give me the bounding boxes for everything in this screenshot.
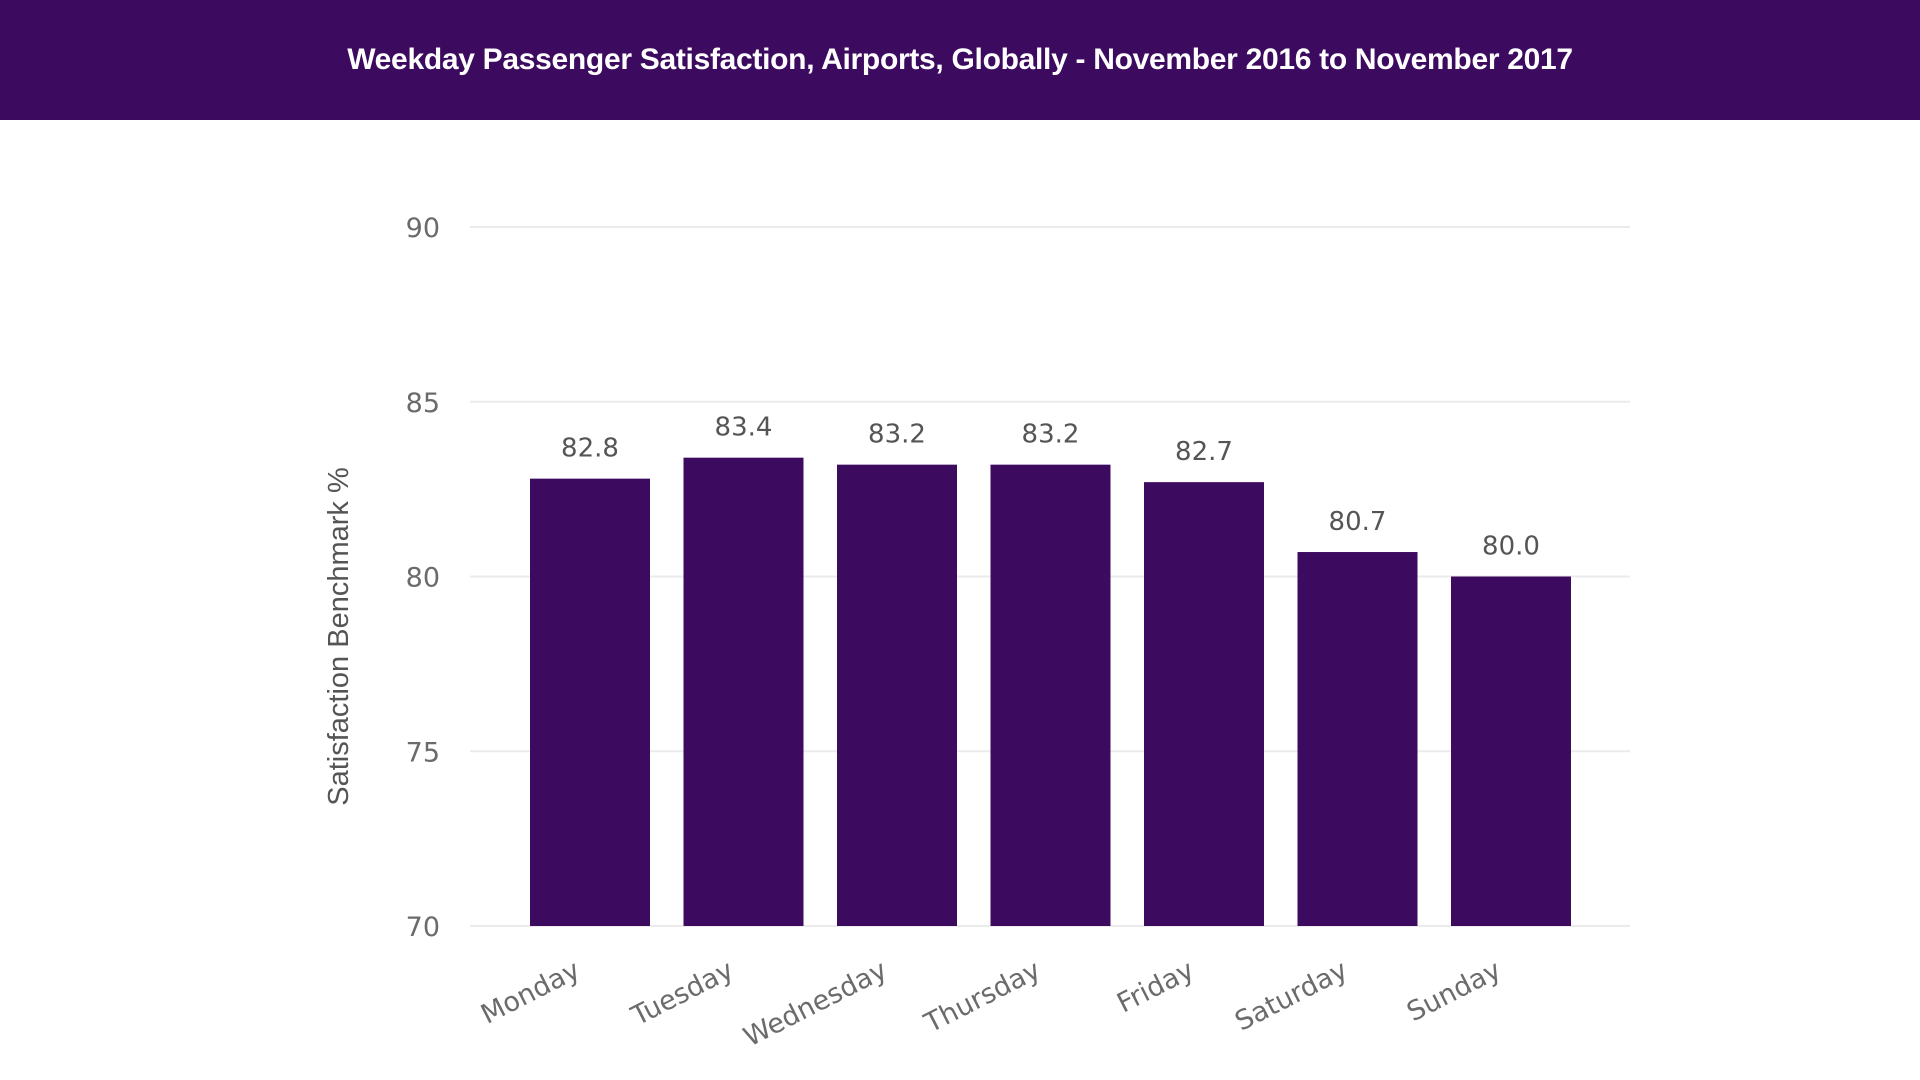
bar-thursday bbox=[990, 464, 1111, 926]
bar-friday bbox=[1144, 482, 1264, 926]
x-tick-label: Friday bbox=[1112, 955, 1199, 1020]
bar-wednesday bbox=[837, 464, 957, 926]
data-label: 82.8 bbox=[561, 434, 619, 464]
x-tick-label: Monday bbox=[476, 955, 585, 1031]
bar-saturday bbox=[1297, 552, 1418, 926]
y-tick-label: 75 bbox=[406, 737, 440, 768]
data-label: 80.7 bbox=[1329, 507, 1387, 537]
bar-tuesday bbox=[683, 457, 804, 926]
x-axis-labels: Monday Tuesday Wednesday Thursday Friday Satu… bbox=[476, 955, 1506, 1054]
x-tick-label: Sunday bbox=[1402, 955, 1506, 1028]
chart-header: Weekday Passenger Satisfaction, Airports… bbox=[0, 0, 1920, 120]
data-label: 83.2 bbox=[868, 420, 926, 450]
data-label: 80.0 bbox=[1482, 532, 1540, 562]
x-tick-label: Saturday bbox=[1230, 955, 1353, 1038]
bar-monday bbox=[530, 478, 650, 926]
data-label: 83.2 bbox=[1022, 420, 1080, 450]
y-tick-label: 80 bbox=[406, 563, 440, 594]
x-tick-label: Wednesday bbox=[739, 955, 892, 1054]
x-tick-label: Tuesday bbox=[626, 955, 739, 1033]
chart-title: Weekday Passenger Satisfaction, Airports… bbox=[347, 43, 1573, 76]
y-tick-label: 70 bbox=[406, 912, 440, 943]
bar-sunday bbox=[1451, 576, 1571, 926]
y-tick-label: 90 bbox=[406, 213, 440, 244]
data-label: 82.7 bbox=[1175, 437, 1233, 467]
bars bbox=[530, 457, 1571, 926]
data-labels: 82.8 83.4 83.2 83.2 82.7 80.7 80.0 bbox=[561, 413, 1540, 562]
y-axis-ticks: 70 75 80 85 90 bbox=[406, 213, 440, 943]
x-tick-label: Thursday bbox=[919, 955, 1046, 1040]
chart-area: 70 75 80 85 90 82.8 83.4 83.2 83.2 82.7 80.7 80.0 … bbox=[0, 120, 1920, 1080]
y-axis-title: Satisfaction Benchmark % bbox=[323, 467, 355, 805]
data-label: 83.4 bbox=[715, 413, 773, 443]
y-tick-label: 85 bbox=[406, 388, 440, 419]
